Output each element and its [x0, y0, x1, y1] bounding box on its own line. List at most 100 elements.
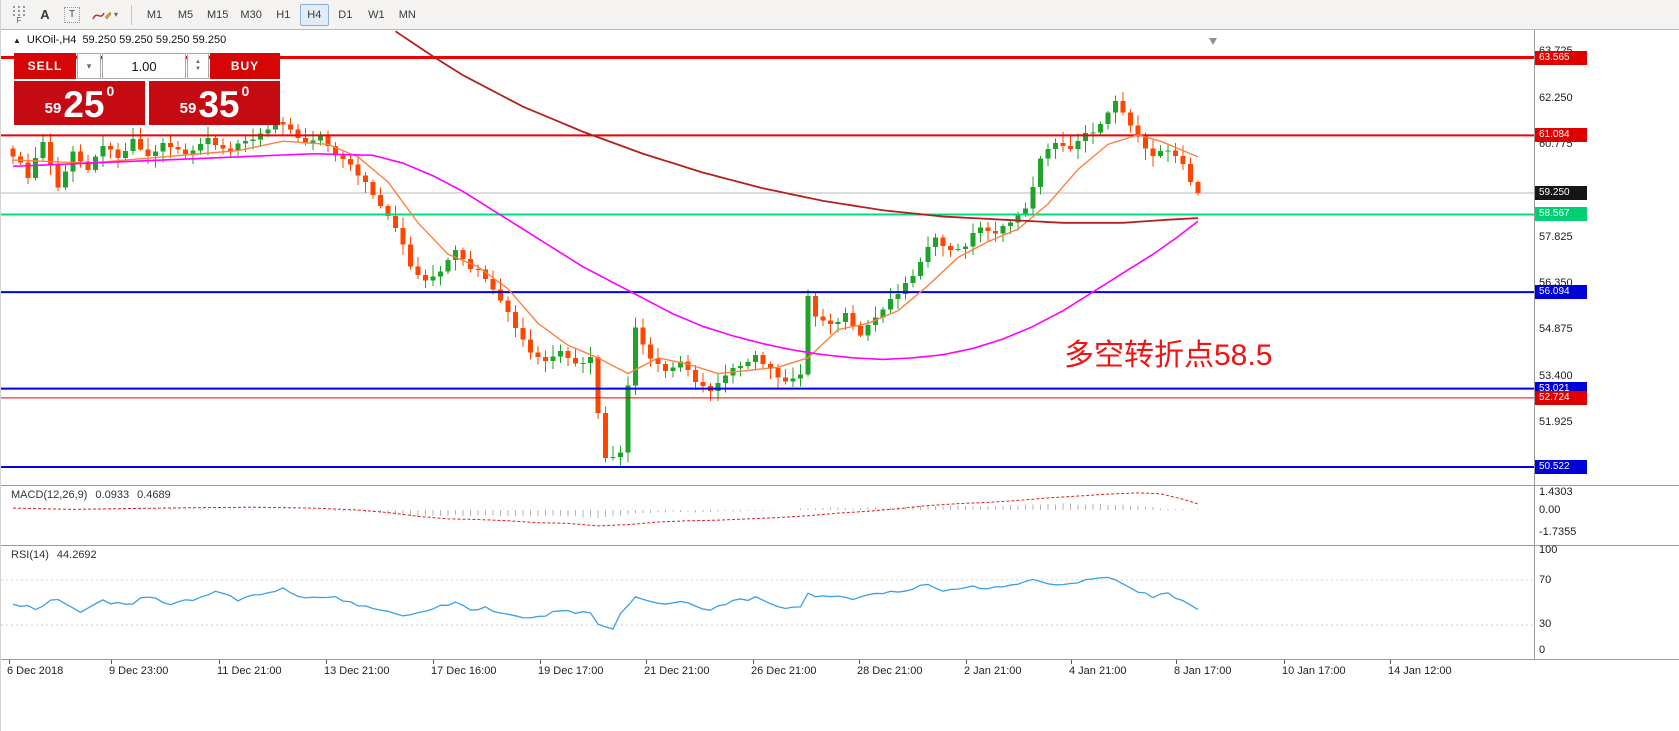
- period-button-m30[interactable]: M30: [240, 8, 262, 21]
- time-axis-tick: [1390, 660, 1391, 664]
- period-button-m15[interactable]: M15: [207, 8, 229, 21]
- rsi-scale-label: 100: [1539, 544, 1558, 556]
- macd-histogram: [12, 503, 1199, 518]
- draw-style-icon: [92, 11, 112, 19]
- chart-header: ▲ UKOil-,H4 59.250 59.250 59.250 59.250: [13, 34, 226, 46]
- pattern-tool-button[interactable]: F: [7, 4, 31, 26]
- time-axis-label[interactable]: 2 Jan 21:00: [964, 665, 1022, 677]
- period-button-h4[interactable]: H4: [299, 3, 329, 26]
- rsi-scale-label: 70: [1539, 574, 1552, 586]
- price-axis-label: 54.875: [1539, 323, 1573, 336]
- text-label-tool-button[interactable]: T: [59, 4, 85, 26]
- time-axis-label[interactable]: 21 Dec 21:00: [644, 665, 710, 677]
- time-axis-label[interactable]: 17 Dec 16:00: [431, 665, 497, 677]
- macd-signal-value: 0.4689: [137, 489, 171, 501]
- time-axis-label[interactable]: 19 Dec 17:00: [538, 665, 604, 677]
- ma-long-line: [394, 30, 1199, 224]
- panel-separator[interactable]: [1, 545, 1679, 546]
- time-axis-tick: [540, 660, 541, 664]
- toolbar: F A T ▾ M1 M5 M15 M30 H1 H4 D1 W1 MN: [1, 0, 1679, 30]
- time-axis-tick: [1071, 660, 1072, 664]
- chevron-down-icon: ▾: [86, 60, 92, 71]
- text-label-icon: T: [64, 6, 80, 23]
- price-level-badge: 52.724: [1535, 390, 1587, 405]
- time-axis-tick: [111, 660, 112, 664]
- order-type-dropdown[interactable]: ▾: [77, 53, 101, 79]
- time-axis-label[interactable]: 8 Jan 17:00: [1174, 665, 1232, 677]
- time-axis-label[interactable]: 13 Dec 21:00: [324, 665, 390, 677]
- buy-price-panel[interactable]: 59 35 0: [149, 81, 280, 125]
- rsi-label: RSI(14) 44.2692: [11, 549, 97, 561]
- symbol-label: UKOil-,H4: [26, 34, 77, 46]
- time-axis-label[interactable]: 4 Jan 21:00: [1069, 665, 1127, 677]
- price-level-badge: 58.567: [1535, 207, 1587, 222]
- time-axis-tick: [1176, 660, 1177, 664]
- rsi-value: 44.2692: [56, 549, 97, 561]
- font-tool-button[interactable]: A: [33, 4, 57, 26]
- buy-button[interactable]: BUY: [210, 53, 280, 79]
- macd-scale-label: -1.7355: [1539, 526, 1577, 538]
- rsi-line: [12, 576, 1199, 630]
- buy-price-pip: 0: [241, 83, 250, 99]
- sell-price-panel[interactable]: 59 25 0: [14, 81, 145, 125]
- time-axis-label[interactable]: 14 Jan 12:00: [1388, 665, 1452, 677]
- time-axis-tick: [646, 660, 647, 664]
- price-level-badge: 61.084: [1535, 128, 1587, 143]
- rsi-panel-chart[interactable]: [1, 546, 1534, 659]
- time-axis-label[interactable]: 26 Dec 21:00: [751, 665, 817, 677]
- grid-dots-icon: F: [12, 5, 26, 25]
- time-axis-label[interactable]: 28 Dec 21:00: [857, 665, 923, 677]
- time-axis-label[interactable]: 10 Jan 17:00: [1282, 665, 1346, 677]
- time-axis-tick: [326, 660, 327, 664]
- time-axis-tick: [9, 660, 10, 664]
- spinner-up-icon[interactable]: ▲: [195, 59, 201, 65]
- macd-main-value: 0.0933: [95, 489, 130, 501]
- chart-shift-marker: [1209, 38, 1217, 45]
- price-axis-label: 51.925: [1539, 416, 1573, 428]
- price-axis-label: 62.250: [1539, 91, 1573, 104]
- price-level-badge: 50.522: [1535, 460, 1587, 475]
- time-axis-tick: [966, 660, 967, 664]
- period-button-w1[interactable]: W1: [368, 8, 385, 21]
- period-button-h1[interactable]: H1: [276, 8, 291, 21]
- time-axis-tick: [859, 660, 860, 664]
- time-axis-label[interactable]: 11 Dec 21:00: [217, 665, 282, 677]
- macd-label: MACD(12,26,9) 0.0933 0.4689: [11, 489, 171, 501]
- time-axis-label[interactable]: 9 Dec 23:00: [109, 665, 169, 677]
- timeframe-button-group: M1 M5 M15 M30 H1 H4 D1 W1 MN: [140, 3, 422, 26]
- rsi-scale-label: 30: [1539, 618, 1552, 630]
- macd-signal-line: [12, 492, 1199, 527]
- one-click-toggle-icon[interactable]: ▲: [13, 35, 21, 45]
- period-button-m1[interactable]: M1: [146, 8, 163, 21]
- ma-slow-line: [12, 152, 1199, 361]
- sell-price-main: 25: [63, 83, 105, 125]
- period-button-d1[interactable]: D1: [338, 8, 353, 21]
- sell-button[interactable]: SELL: [14, 53, 76, 79]
- time-axis-label[interactable]: 6 Dec 2018: [7, 665, 64, 677]
- price-level-badge: 56.094: [1535, 285, 1587, 300]
- ohlc-values: 59.250 59.250 59.250 59.250: [82, 34, 227, 46]
- time-axis-tick: [433, 660, 434, 664]
- sell-price-integer: 59: [44, 100, 62, 117]
- macd-panel-chart[interactable]: [1, 486, 1534, 545]
- volume-input[interactable]: 1.00: [102, 53, 186, 79]
- spinner-down-icon[interactable]: ▼: [195, 66, 201, 72]
- price-axis-label: 53.400: [1539, 369, 1573, 382]
- panel-separator[interactable]: [1, 485, 1679, 486]
- macd-scale-label: 0.00: [1539, 504, 1561, 516]
- time-axis-tick: [753, 660, 754, 664]
- chart-annotation-text: 多空转折点58.5: [1064, 339, 1273, 372]
- current-price-badge: 59.250: [1535, 186, 1587, 200]
- period-button-m5[interactable]: M5: [177, 8, 194, 21]
- volume-spinner[interactable]: ▲ ▼: [187, 53, 209, 79]
- buy-price-main: 35: [198, 83, 240, 125]
- draw-style-tool-button[interactable]: ▾: [87, 4, 123, 26]
- macd-scale-label: 1.4303: [1539, 486, 1573, 498]
- period-button-mn[interactable]: MN: [398, 8, 416, 21]
- chevron-down-icon: ▾: [114, 10, 119, 19]
- rsi-scale-label: 0: [1539, 644, 1546, 656]
- buy-price-integer: 59: [179, 100, 197, 117]
- one-click-price-row: 59 25 0 59 35 0: [14, 81, 280, 125]
- rsi-name: RSI(14): [11, 549, 49, 561]
